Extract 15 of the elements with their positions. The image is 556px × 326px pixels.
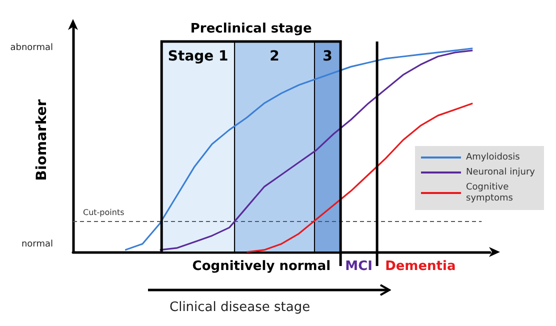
annotation: Stage 1	[168, 48, 228, 64]
text: normal	[21, 240, 53, 250]
text: Clinical disease stage	[169, 300, 310, 315]
text: MCI	[345, 259, 372, 274]
legend-label: Neuronal injury	[466, 168, 536, 178]
text: Dementia	[385, 259, 456, 274]
text: Preclinical stage	[190, 21, 312, 36]
legend-label: Amyloidosis	[466, 152, 520, 162]
annotation: 2	[270, 48, 280, 64]
legend-label: Cognitive symptoms	[466, 182, 514, 204]
annotation: 3	[322, 48, 332, 64]
text: abnormal	[10, 42, 53, 53]
ref-line-label: Cut-points	[83, 208, 124, 217]
y-axis-title: Biomarker	[34, 99, 50, 181]
text: Cognitively normal	[192, 259, 331, 274]
